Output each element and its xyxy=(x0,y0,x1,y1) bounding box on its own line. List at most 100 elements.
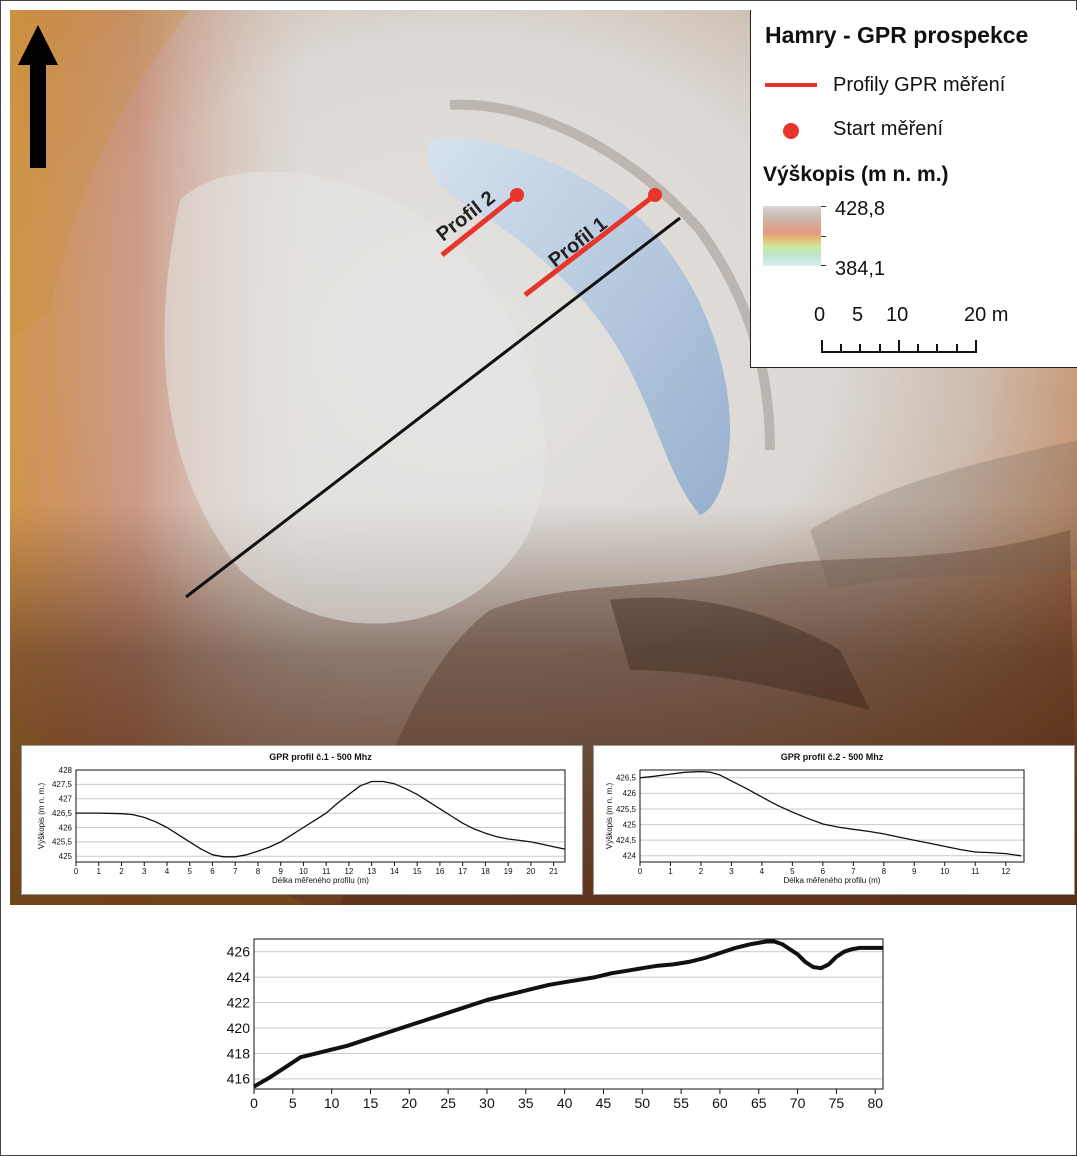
x-tick-label: 4 xyxy=(165,867,170,876)
x-tick-label: 10 xyxy=(324,1095,340,1111)
x-tick-label: 5 xyxy=(187,867,192,876)
north-arrow-icon xyxy=(18,25,58,168)
x-tick-label: 9 xyxy=(278,867,283,876)
transect-elevation-chart-svg: 416 418 420 422 424 426 0 5 10 15 20 25 30 35 40 45 50 55… xyxy=(227,938,884,1111)
y-tick-label: 426 xyxy=(623,789,637,798)
y-tick-label: 426,5 xyxy=(616,774,637,783)
legend-title: Hamry - GPR prospekce xyxy=(765,22,1029,48)
x-tick-label: 3 xyxy=(142,867,147,876)
y-tick-label: 427 xyxy=(59,795,73,804)
x-tick-label: 12 xyxy=(344,867,353,876)
x-tick-label: 7 xyxy=(851,867,856,876)
y-tick-label: 427,5 xyxy=(52,780,73,789)
transect-elevation-chart: 416 418 420 422 424 426 0 5 10 15 20 25 30 35 40 45 50 55… xyxy=(171,923,911,1123)
gpr-profile-1-chart: 425 425,5 426 426,5 427 427,5 428 0 1 2 3 4 5 6 7 8 9 10 1… xyxy=(21,745,583,895)
x-tick-label: 3 xyxy=(729,867,734,876)
profile-2-start-point[interactable] xyxy=(510,188,524,202)
y-tick-label: 416 xyxy=(227,1071,251,1087)
y-tick-label: 428 xyxy=(59,766,73,775)
map-legend: Hamry - GPR prospekce Profily GPR měření… xyxy=(750,10,1077,368)
profile-1-label: Profil 1 xyxy=(545,213,612,272)
scalebar-label-5: 5 xyxy=(852,304,864,326)
x-tick-label: 2 xyxy=(699,867,704,876)
x-tick-label: 13 xyxy=(367,867,376,876)
x-tick-label: 8 xyxy=(256,867,261,876)
x-tick-label: 0 xyxy=(250,1095,258,1111)
x-tick-label: 12 xyxy=(1001,867,1010,876)
x-tick-label: 30 xyxy=(479,1095,495,1111)
gpr-profile-1-line[interactable] xyxy=(523,193,657,297)
x-tick-label: 0 xyxy=(74,867,79,876)
chart-title: GPR profil č.2 - 500 Mhz xyxy=(781,752,884,762)
plot-frame xyxy=(253,938,884,1090)
series-line xyxy=(253,939,883,1089)
elevation-max-label: 428,8 xyxy=(835,198,886,220)
x-tick-label: 21 xyxy=(549,867,558,876)
x-tick-label: 2 xyxy=(119,867,124,876)
y-tick-label: 426 xyxy=(227,944,251,960)
y-tick-label: 424 xyxy=(623,852,637,861)
x-tick-label: 50 xyxy=(634,1095,650,1111)
x-tick-label: 17 xyxy=(458,867,467,876)
elevation-min-label: 384,1 xyxy=(835,258,886,280)
y-tick-label: 420 xyxy=(227,1020,251,1036)
x-tick-label: 7 xyxy=(233,867,238,876)
series-line xyxy=(639,770,1022,857)
x-tick-label: 9 xyxy=(912,867,917,876)
y-axis-label: Výškopis (m n. m.) xyxy=(605,783,614,850)
series-line xyxy=(76,780,566,858)
y-tick-label: 418 xyxy=(227,1045,251,1061)
x-tick-label: 19 xyxy=(504,867,513,876)
y-tick-label: 422 xyxy=(227,994,251,1010)
x-tick-label: 8 xyxy=(882,867,887,876)
ramp-tick xyxy=(821,236,826,237)
x-tick-label: 5 xyxy=(790,867,795,876)
ramp-tick xyxy=(821,265,826,266)
x-tick-label: 6 xyxy=(210,867,215,876)
survey-transect-line[interactable] xyxy=(185,216,681,599)
x-tick-label: 11 xyxy=(971,867,980,876)
y-tick-label: 425,5 xyxy=(52,838,73,847)
y-tick-label: 425 xyxy=(59,852,73,861)
plot-frame xyxy=(75,769,566,863)
elevation-legend-title: Výškopis (m n. m.) xyxy=(763,163,949,186)
x-tick-label: 1 xyxy=(97,867,102,876)
map-overlay: Profil 2 Profil 1 xyxy=(18,25,681,599)
x-tick-label: 20 xyxy=(526,867,535,876)
x-tick-label: 0 xyxy=(638,867,643,876)
x-tick-label: 15 xyxy=(413,867,422,876)
profile-line-label: Profily GPR měření xyxy=(833,74,1006,96)
scalebar-label-20: 20 m xyxy=(964,304,1009,326)
y-tick-label: 426,5 xyxy=(52,809,73,818)
x-tick-label: 11 xyxy=(322,867,331,876)
x-tick-label: 14 xyxy=(390,867,399,876)
y-tick-label: 425,5 xyxy=(616,805,637,814)
scalebar-label-10: 10 xyxy=(886,304,909,326)
x-tick-label: 1 xyxy=(668,867,673,876)
x-tick-label: 45 xyxy=(596,1095,612,1111)
x-tick-label: 20 xyxy=(402,1095,418,1111)
x-axis-label: Délka měřeného profilu (m) xyxy=(272,876,369,885)
y-tick-label: 424,5 xyxy=(616,836,637,845)
x-tick-label: 55 xyxy=(673,1095,689,1111)
y-tick-label: 424 xyxy=(227,969,251,985)
gpr-profile-2-chart: 424 424,5 425 425,5 426 426,5 0 1 2 3 4 5 6 7 8 9 10 11 12… xyxy=(593,745,1075,895)
profile-line-symbol xyxy=(765,83,817,87)
x-tick-label: 75 xyxy=(829,1095,845,1111)
profile-1-start-point[interactable] xyxy=(648,188,662,202)
gpr-profile-2-line[interactable] xyxy=(440,193,519,257)
x-tick-label: 80 xyxy=(867,1095,883,1111)
start-point-symbol xyxy=(783,123,799,139)
x-tick-label: 16 xyxy=(435,867,444,876)
x-tick-label: 6 xyxy=(821,867,826,876)
plot-frame xyxy=(639,769,1025,863)
x-tick-label: 10 xyxy=(940,867,949,876)
elevation-color-ramp xyxy=(763,206,821,266)
x-tick-label: 40 xyxy=(557,1095,573,1111)
y-tick-label: 425 xyxy=(623,820,637,829)
x-tick-label: 18 xyxy=(481,867,490,876)
x-tick-label: 5 xyxy=(289,1095,297,1111)
